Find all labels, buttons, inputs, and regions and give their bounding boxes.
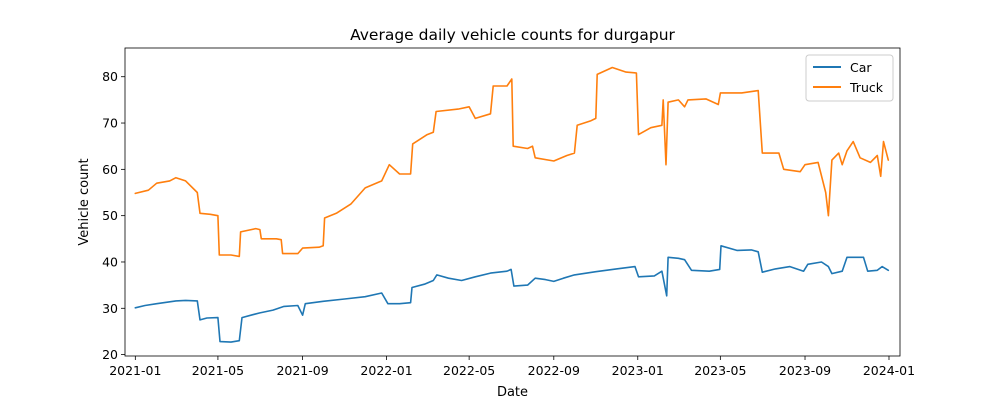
y-tick-label: 20 <box>102 347 118 362</box>
x-axis-label: Date <box>497 385 528 400</box>
x-tick-label: 2024-01 <box>863 363 915 378</box>
y-tick-label: 50 <box>102 208 118 223</box>
y-tick-label: 40 <box>102 254 118 269</box>
y-tick-label: 70 <box>102 116 118 131</box>
legend: Car Truck <box>805 54 894 102</box>
series-line-car <box>134 245 890 343</box>
chart-title: Average daily vehicle counts for durgapu… <box>350 26 675 44</box>
x-tick-label: 2023-01 <box>612 363 664 378</box>
legend-truck-label: Truck <box>849 80 884 95</box>
y-tick-label: 80 <box>102 69 118 84</box>
series-layer <box>134 66 890 343</box>
x-tick-label: 2023-09 <box>779 363 831 378</box>
x-tick-label: 2023-05 <box>694 363 746 378</box>
series-line-truck <box>134 66 890 258</box>
x-tick-label: 2021-05 <box>192 363 244 378</box>
x-tick-label: 2022-09 <box>528 363 580 378</box>
x-tick-label: 2021-09 <box>276 363 328 378</box>
legend-car-label: Car <box>850 60 872 75</box>
y-axis-label: Vehicle count <box>77 158 92 245</box>
x-tick-label: 2022-05 <box>443 363 495 378</box>
y-axis-ticks: 20 30 40 50 60 70 80 <box>102 69 125 362</box>
plot-area <box>124 47 901 357</box>
y-tick-label: 30 <box>102 301 118 316</box>
y-tick-label: 60 <box>102 162 118 177</box>
x-tick-label: 2021-01 <box>109 363 161 378</box>
x-tick-label: 2022-01 <box>360 363 412 378</box>
x-axis-ticks: 2021-01 2021-05 2021-09 2022-01 2022-05 2022-… <box>109 356 915 378</box>
